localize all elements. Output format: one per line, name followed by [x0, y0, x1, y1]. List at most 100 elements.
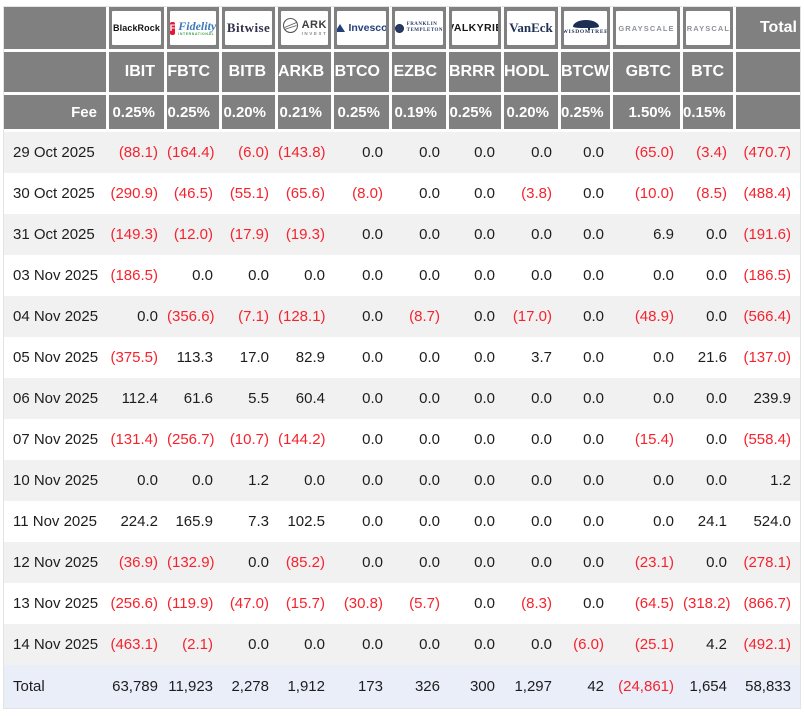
flow-value-cell: 0.0	[392, 255, 449, 296]
flow-value-cell: (131.4)	[109, 419, 167, 460]
total-value-cell: 1,912	[278, 665, 334, 708]
flow-value-cell: 0.0	[222, 542, 278, 583]
flow-value-cell: (375.5)	[109, 337, 167, 378]
valkyrie-logo: VALKYRIE	[452, 11, 498, 45]
ark-text: ARK	[301, 18, 327, 31]
flow-value-cell: (488.4)	[736, 173, 800, 214]
flow-value-cell: 0.0	[561, 173, 613, 214]
flow-value-cell: (23.1)	[613, 542, 683, 583]
grayscale-btc-logo: GRAYSCALE	[686, 11, 730, 45]
flow-value-cell: 6.9	[613, 214, 683, 255]
table-row: 30 Oct 2025 (290.9) (46.5) (55.1) (65.6) (8.0…	[4, 173, 800, 214]
flow-value-cell: 0.0	[683, 296, 736, 337]
total-value-cell: 58,833	[736, 665, 800, 708]
flow-value-cell: (463.1)	[109, 624, 167, 665]
date-cell: 14 Nov 2025	[4, 624, 109, 665]
flow-value-cell: (164.4)	[167, 132, 222, 173]
flow-value-cell: 0.0	[561, 583, 613, 624]
flow-value-cell: 0.0	[561, 214, 613, 255]
flow-value-cell: (256.6)	[109, 583, 167, 624]
vaneck-logo-cell: VanEck	[504, 7, 561, 52]
flow-value-cell: 5.5	[222, 378, 278, 419]
ark-invest-logo: ARK INVEST	[281, 11, 328, 45]
ticker-brrr: BRRR	[449, 52, 504, 95]
flow-value-cell: 0.0	[392, 132, 449, 173]
flow-value-cell: 7.3	[222, 501, 278, 542]
flow-value-cell: (191.6)	[736, 214, 800, 255]
flow-value-cell: 0.0	[683, 419, 736, 460]
fee-fbtc: 0.25%	[167, 95, 222, 132]
flow-value-cell: 0.0	[392, 542, 449, 583]
invesco-text: Invesco	[348, 22, 386, 34]
total-value-cell: 2,278	[222, 665, 278, 708]
table-row: 12 Nov 2025 (36.9) (132.9) 0.0 (85.2) 0.0 0.0 0…	[4, 542, 800, 583]
date-cell: 03 Nov 2025	[4, 255, 109, 296]
flow-value-cell: (128.1)	[278, 296, 334, 337]
flow-value-cell: (356.6)	[167, 296, 222, 337]
flow-value-cell: 0.0	[449, 296, 504, 337]
fee-brrr: 0.25%	[449, 95, 504, 132]
total-value-cell: 42	[561, 665, 613, 708]
date-cell: 30 Oct 2025	[4, 173, 109, 214]
table-row: 07 Nov 2025 (131.4) (256.7) (10.7) (144.2) 0.…	[4, 419, 800, 460]
date-cell: 10 Nov 2025	[4, 460, 109, 501]
fidelity-logo-cell: F Fidelity INTERNATIONAL	[167, 7, 222, 52]
flow-value-cell: (137.0)	[736, 337, 800, 378]
flow-value-cell: 0.0	[449, 337, 504, 378]
flow-value-cell: 0.0	[392, 624, 449, 665]
date-cell: 05 Nov 2025	[4, 337, 109, 378]
ark-globe-icon	[282, 17, 299, 39]
ticker-hodl: HODL	[504, 52, 561, 95]
blackrock-text: BlackRock	[113, 23, 160, 33]
flow-value-cell: 0.0	[561, 132, 613, 173]
flow-value-cell: 0.0	[449, 255, 504, 296]
table-row: 31 Oct 2025 (149.3) (12.0) (17.9) (19.3) 0.0 0…	[4, 214, 800, 255]
flow-value-cell: 113.3	[167, 337, 222, 378]
ticker-row: IBIT FBTC BITB ARKB BTCO EZBC BRRR HODL BTCW GBTC…	[4, 52, 800, 95]
flow-value-cell: 0.0	[392, 378, 449, 419]
wisdomtree-tree-icon	[572, 20, 599, 31]
flow-value-cell: 239.9	[736, 378, 800, 419]
flow-value-cell: (5.7)	[392, 583, 449, 624]
blackrock-logo: BlackRock	[112, 11, 161, 45]
ticker-btc: BTC	[683, 52, 736, 95]
flow-value-cell: 0.0	[449, 583, 504, 624]
date-cell: 29 Oct 2025	[4, 132, 109, 173]
grayscale-gbtc-logo: GRAYSCALE	[616, 11, 677, 45]
table-row: 03 Nov 2025 (186.5) 0.0 0.0 0.0 0.0 0.0 0.0 0.0 0…	[4, 255, 800, 296]
fidelity-f-mark: F	[170, 21, 176, 35]
flow-value-cell: (132.9)	[167, 542, 222, 583]
flow-value-cell: 0.0	[504, 419, 561, 460]
flow-value-cell: 1.2	[736, 460, 800, 501]
total-value-cell: 11,923	[167, 665, 222, 708]
total-value-cell: 300	[449, 665, 504, 708]
flow-value-cell: (278.1)	[736, 542, 800, 583]
flow-value-cell: (290.9)	[109, 173, 167, 214]
flow-value-cell: (7.1)	[222, 296, 278, 337]
flow-value-cell: 0.0	[334, 460, 392, 501]
fee-bitb: 0.20%	[222, 95, 278, 132]
flow-value-cell: (8.3)	[504, 583, 561, 624]
flow-value-cell: 0.0	[683, 255, 736, 296]
flow-value-cell: 0.0	[334, 214, 392, 255]
flow-value-cell: 0.0	[449, 214, 504, 255]
flow-value-cell: (186.5)	[736, 255, 800, 296]
flow-value-cell: 0.0	[613, 501, 683, 542]
flow-value-cell: 0.0	[392, 501, 449, 542]
fee-row-total-blank	[736, 95, 800, 132]
flow-value-cell: 0.0	[449, 132, 504, 173]
franklin-emblem-icon	[395, 23, 404, 33]
flow-value-cell: (558.4)	[736, 419, 800, 460]
flow-value-cell: 0.0	[504, 214, 561, 255]
date-cell: 13 Nov 2025	[4, 583, 109, 624]
flow-value-cell: (15.7)	[278, 583, 334, 624]
fee-btco: 0.25%	[334, 95, 392, 132]
flow-value-cell: 0.0	[109, 296, 167, 337]
ark-wordmark: ARK INVEST	[301, 18, 328, 37]
grayscale-gbtc-logo-cell: GRAYSCALE	[613, 7, 683, 52]
ticker-ibit: IBIT	[109, 52, 167, 95]
ark-invest-logo-cell: ARK INVEST	[278, 7, 334, 52]
fidelity-logo: F Fidelity INTERNATIONAL	[170, 11, 216, 45]
bitwise-logo: Bitwise	[225, 11, 272, 45]
flow-value-cell: (55.1)	[222, 173, 278, 214]
